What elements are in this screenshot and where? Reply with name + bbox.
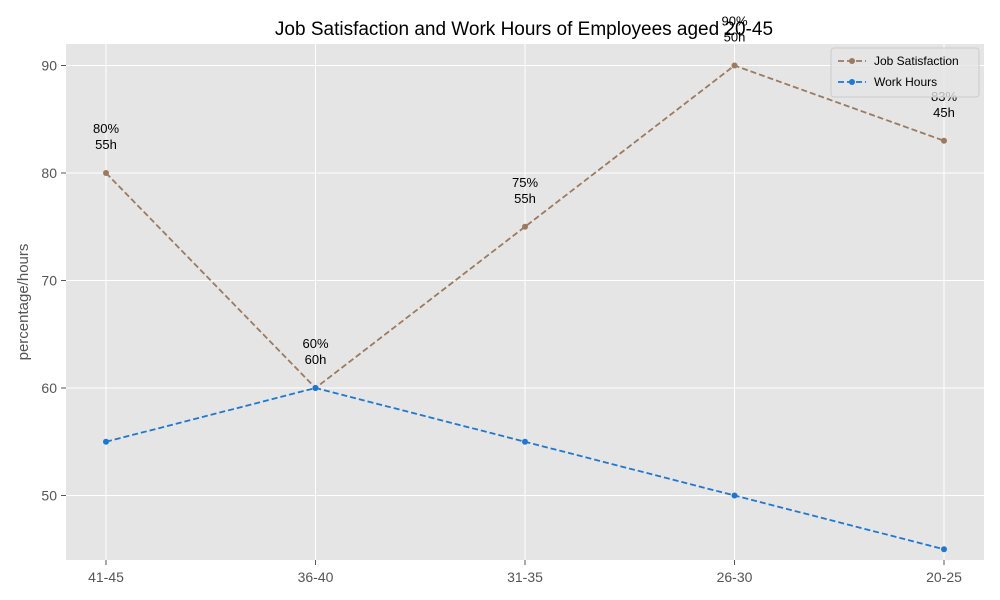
legend-box — [830, 47, 980, 98]
y-tick-label: 70 — [41, 273, 57, 289]
x-tick-label: 20-25 — [926, 569, 962, 585]
y-axis-ticks: 50 60 70 80 90 — [41, 58, 66, 504]
series-work-hours — [103, 385, 947, 553]
data-point — [731, 492, 738, 499]
data-point — [522, 438, 528, 445]
x-axis-ticks: 41-45 36-40 31-35 26-30 20-25 — [88, 560, 962, 585]
y-axis-label: percentage/hours — [15, 244, 32, 361]
data-point — [941, 546, 947, 553]
data-point — [312, 385, 319, 391]
legend-item-work-hours: Work Hours — [838, 75, 937, 89]
series-lines — [103, 62, 947, 553]
x-tick-label: 26-30 — [717, 569, 753, 585]
chart-title: Job Satisfaction and Work Hours of Emplo… — [275, 19, 773, 40]
data-label: 90% 50h — [721, 14, 747, 45]
data-point — [522, 223, 528, 230]
y-tick-label: 60 — [41, 380, 57, 396]
data-label: 75% 55h — [512, 175, 538, 206]
data-label: 80% 55h — [93, 121, 119, 152]
data-point — [103, 170, 109, 176]
y-tick-label: 90 — [41, 58, 57, 74]
legend-label: Job Satisfaction — [874, 54, 959, 68]
legend-item-job-satisfaction: Job Satisfaction — [838, 54, 959, 68]
legend-marker — [849, 79, 855, 85]
data-point — [941, 137, 947, 144]
series-line — [105, 64, 945, 390]
x-tick-label: 36-40 — [298, 569, 334, 585]
y-tick-label: 50 — [41, 488, 57, 504]
data-point — [103, 438, 109, 445]
data-label: 60% 60h — [302, 336, 328, 367]
data-point — [731, 62, 738, 69]
legend-marker — [849, 58, 855, 64]
legend: Job Satisfaction Work Hours — [830, 47, 980, 98]
y-tick-label: 80 — [41, 165, 57, 181]
x-tick-label: 31-35 — [507, 569, 543, 585]
legend-label: Work Hours — [874, 75, 937, 89]
x-tick-label: 41-45 — [88, 569, 124, 585]
